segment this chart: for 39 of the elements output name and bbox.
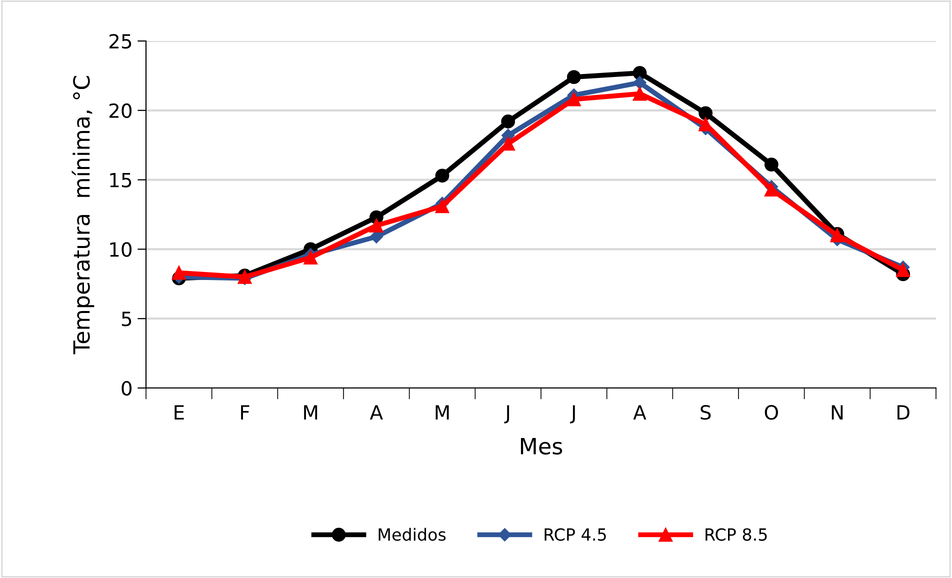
y-axis-title: Temperatura mínima, °C: [72, 76, 94, 354]
x-axis-title: Mes: [520, 438, 562, 455]
point: [501, 114, 516, 128]
x-tick-label: S: [700, 405, 711, 420]
y-tick-label: 25: [109, 34, 132, 49]
x-tick-label: F: [241, 405, 250, 420]
x-tick-label: J: [570, 405, 575, 424]
point: [566, 92, 581, 106]
y-tick-label: 5: [122, 312, 132, 326]
point: [435, 168, 450, 183]
point: [896, 263, 910, 277]
legend-label: RCP 4.5: [544, 528, 606, 541]
x-tick-label: M: [304, 405, 318, 420]
x-tick-label: O: [764, 405, 778, 420]
point: [369, 218, 384, 233]
y-tick-label: 0: [122, 380, 132, 396]
x-tick-label: A: [370, 405, 383, 420]
point: [698, 106, 713, 120]
x-tick-label: M: [436, 405, 449, 420]
x-tick-label: D: [898, 405, 910, 420]
point: [172, 266, 186, 280]
x-tick-label: N: [832, 405, 843, 420]
point: [632, 66, 647, 80]
legend-label: RCP 8.5: [706, 528, 767, 541]
y-tick-label: 15: [110, 173, 132, 188]
point: [566, 70, 581, 84]
point: [633, 76, 646, 90]
y-tick-label: 20: [109, 103, 132, 118]
x-tick-label: J: [504, 405, 510, 424]
point: [304, 250, 318, 264]
y-tick-label: 10: [110, 242, 132, 257]
point: [764, 158, 778, 172]
x-tick-label: A: [633, 405, 646, 420]
legend-label: Medidos: [378, 528, 446, 541]
point: [501, 136, 516, 151]
point: [632, 86, 647, 101]
x-tick-label: E: [174, 405, 184, 420]
point: [764, 182, 778, 196]
point: [435, 199, 450, 214]
